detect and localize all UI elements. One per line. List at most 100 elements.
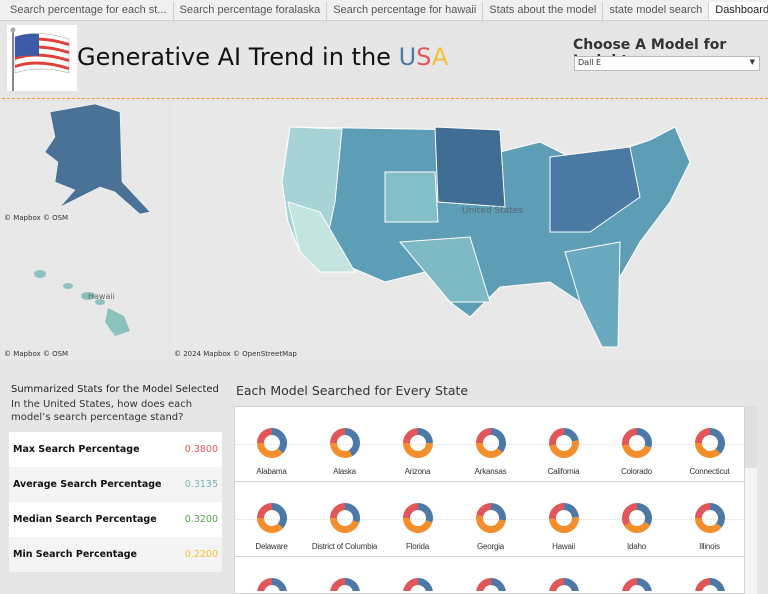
tab-dashboard-1[interactable]: Dashboard 1 [709,2,768,20]
state-donut[interactable]: Florida [381,502,454,553]
donut-slice[interactable] [548,440,579,458]
state-donut[interactable] [600,577,673,591]
donut-slice[interactable] [329,578,345,591]
donut-slice[interactable] [402,578,418,591]
donut-slice[interactable] [344,503,360,523]
state-donut[interactable] [308,577,381,591]
donut-slice[interactable] [709,428,725,454]
state-donut[interactable]: Hawaii [527,502,600,553]
state-donut[interactable]: Illinois [673,502,744,553]
donut-slice[interactable] [417,428,433,443]
state-donut[interactable] [673,577,744,591]
donut-slice[interactable] [490,578,506,591]
donut-slice[interactable] [256,428,272,443]
donut-slice[interactable] [563,503,579,518]
tab-state-search[interactable]: Search percentage for each st... [4,2,174,20]
state-label: Colorado [621,467,652,476]
title-text: Generative AI Trend in the [77,43,399,71]
scrollbar-thumb[interactable] [745,406,757,468]
state-donut[interactable]: Colorado [600,427,673,478]
donut-slice[interactable] [490,503,506,521]
donut-slice[interactable] [621,578,637,591]
tab-hawaii[interactable]: Search percentage for hawaii [327,2,484,20]
donut-slice[interactable] [694,428,710,443]
state-donut[interactable] [454,577,527,591]
donut-slice[interactable] [694,578,710,591]
donut-slice[interactable] [490,428,506,453]
donut-slice[interactable] [636,578,652,591]
donut-slice[interactable] [402,503,418,518]
donut-slice[interactable] [636,503,652,526]
donut-slice[interactable] [417,578,433,591]
donut-slice[interactable] [329,503,345,518]
state-donut[interactable]: Connecticut [673,427,744,478]
donut-slice[interactable] [548,428,564,446]
donut-slice[interactable] [329,428,345,443]
donut-slice[interactable] [709,503,725,528]
state-donut[interactable]: Alaska [308,427,381,478]
state-donut-grid: Alabama Alaska Arizona Arkansas California Co… [234,406,745,594]
state-donut[interactable]: Arkansas [454,427,527,478]
donut-slice[interactable] [344,428,360,457]
donut-slice[interactable] [475,443,503,458]
state-donut[interactable]: Idaho [600,502,673,553]
donut-slice[interactable] [694,503,710,518]
state-label: Idaho [626,542,647,551]
state-donut[interactable]: District of Columbia [308,502,381,553]
hawaii-map[interactable]: Hawaii © Mapbox © OSM [0,226,168,360]
donut-slice[interactable] [271,428,287,454]
usa-choropleth-map[interactable]: United States © 2024 Mapbox © OpenStreet… [170,102,768,360]
donut-slice[interactable] [548,517,579,533]
donut-slice[interactable] [475,578,491,591]
tab-model-stats[interactable]: Stats about the model [483,2,604,20]
donut-slice[interactable] [621,444,651,458]
donut-slice[interactable] [271,503,287,529]
state-label: Connecticut [689,467,730,476]
donut-slice[interactable] [475,428,491,443]
donut-slice[interactable] [636,428,652,448]
model-dropdown-value: Dall E [578,58,602,67]
state-label: Arizona [404,467,431,476]
state-donut[interactable] [527,577,600,591]
donut-slice[interactable] [417,503,433,523]
state-donut[interactable]: Georgia [454,502,527,553]
donut-slice[interactable] [344,578,360,591]
donut-slice[interactable] [563,428,579,442]
state-label: District of Columbia [311,542,378,551]
donut-slice[interactable] [475,503,491,517]
donut-slice[interactable] [329,443,352,458]
donut-slice[interactable] [548,503,564,519]
tab-alaska[interactable]: Search percentage foralaska [174,2,328,20]
dashboard-header: Generative AI Trend in the USA Choose A … [3,23,768,95]
donut-slice[interactable] [709,578,725,591]
state-donut[interactable]: Delaware [235,502,308,553]
donut-slice[interactable] [475,515,506,533]
donut-slice[interactable] [621,428,637,446]
donut-slice[interactable] [256,578,272,591]
model-dropdown[interactable]: Dall E ▼ [574,56,760,71]
donut-slice[interactable] [329,518,359,533]
donut-slice[interactable] [402,428,418,443]
tab-state-model-search[interactable]: state model search [603,2,710,20]
stat-label: Max Search Percentage [13,444,140,455]
donut-slice[interactable] [256,518,283,533]
alaska-map[interactable]: © Mapbox © OSM [0,102,168,224]
donut-grid-scrollbar[interactable] [745,406,757,594]
state-donut[interactable] [381,577,454,591]
state-donut[interactable] [235,577,308,591]
donut-slice[interactable] [256,503,272,518]
donut-slice[interactable] [402,518,432,533]
donut-slice[interactable] [563,578,579,591]
donut-slice[interactable] [548,578,564,591]
donut-slice[interactable] [623,521,650,533]
state-donut[interactable]: California [527,427,600,478]
state-donut[interactable]: Alabama [235,427,308,478]
state-label: Alabama [256,467,287,476]
donut-slice[interactable] [694,443,720,458]
donut-slice[interactable] [694,518,722,533]
donut-slice[interactable] [256,443,283,458]
donut-slice[interactable] [402,443,433,458]
donut-slice[interactable] [271,578,287,591]
donut-slice[interactable] [621,503,637,527]
state-donut[interactable]: Arizona [381,427,454,478]
